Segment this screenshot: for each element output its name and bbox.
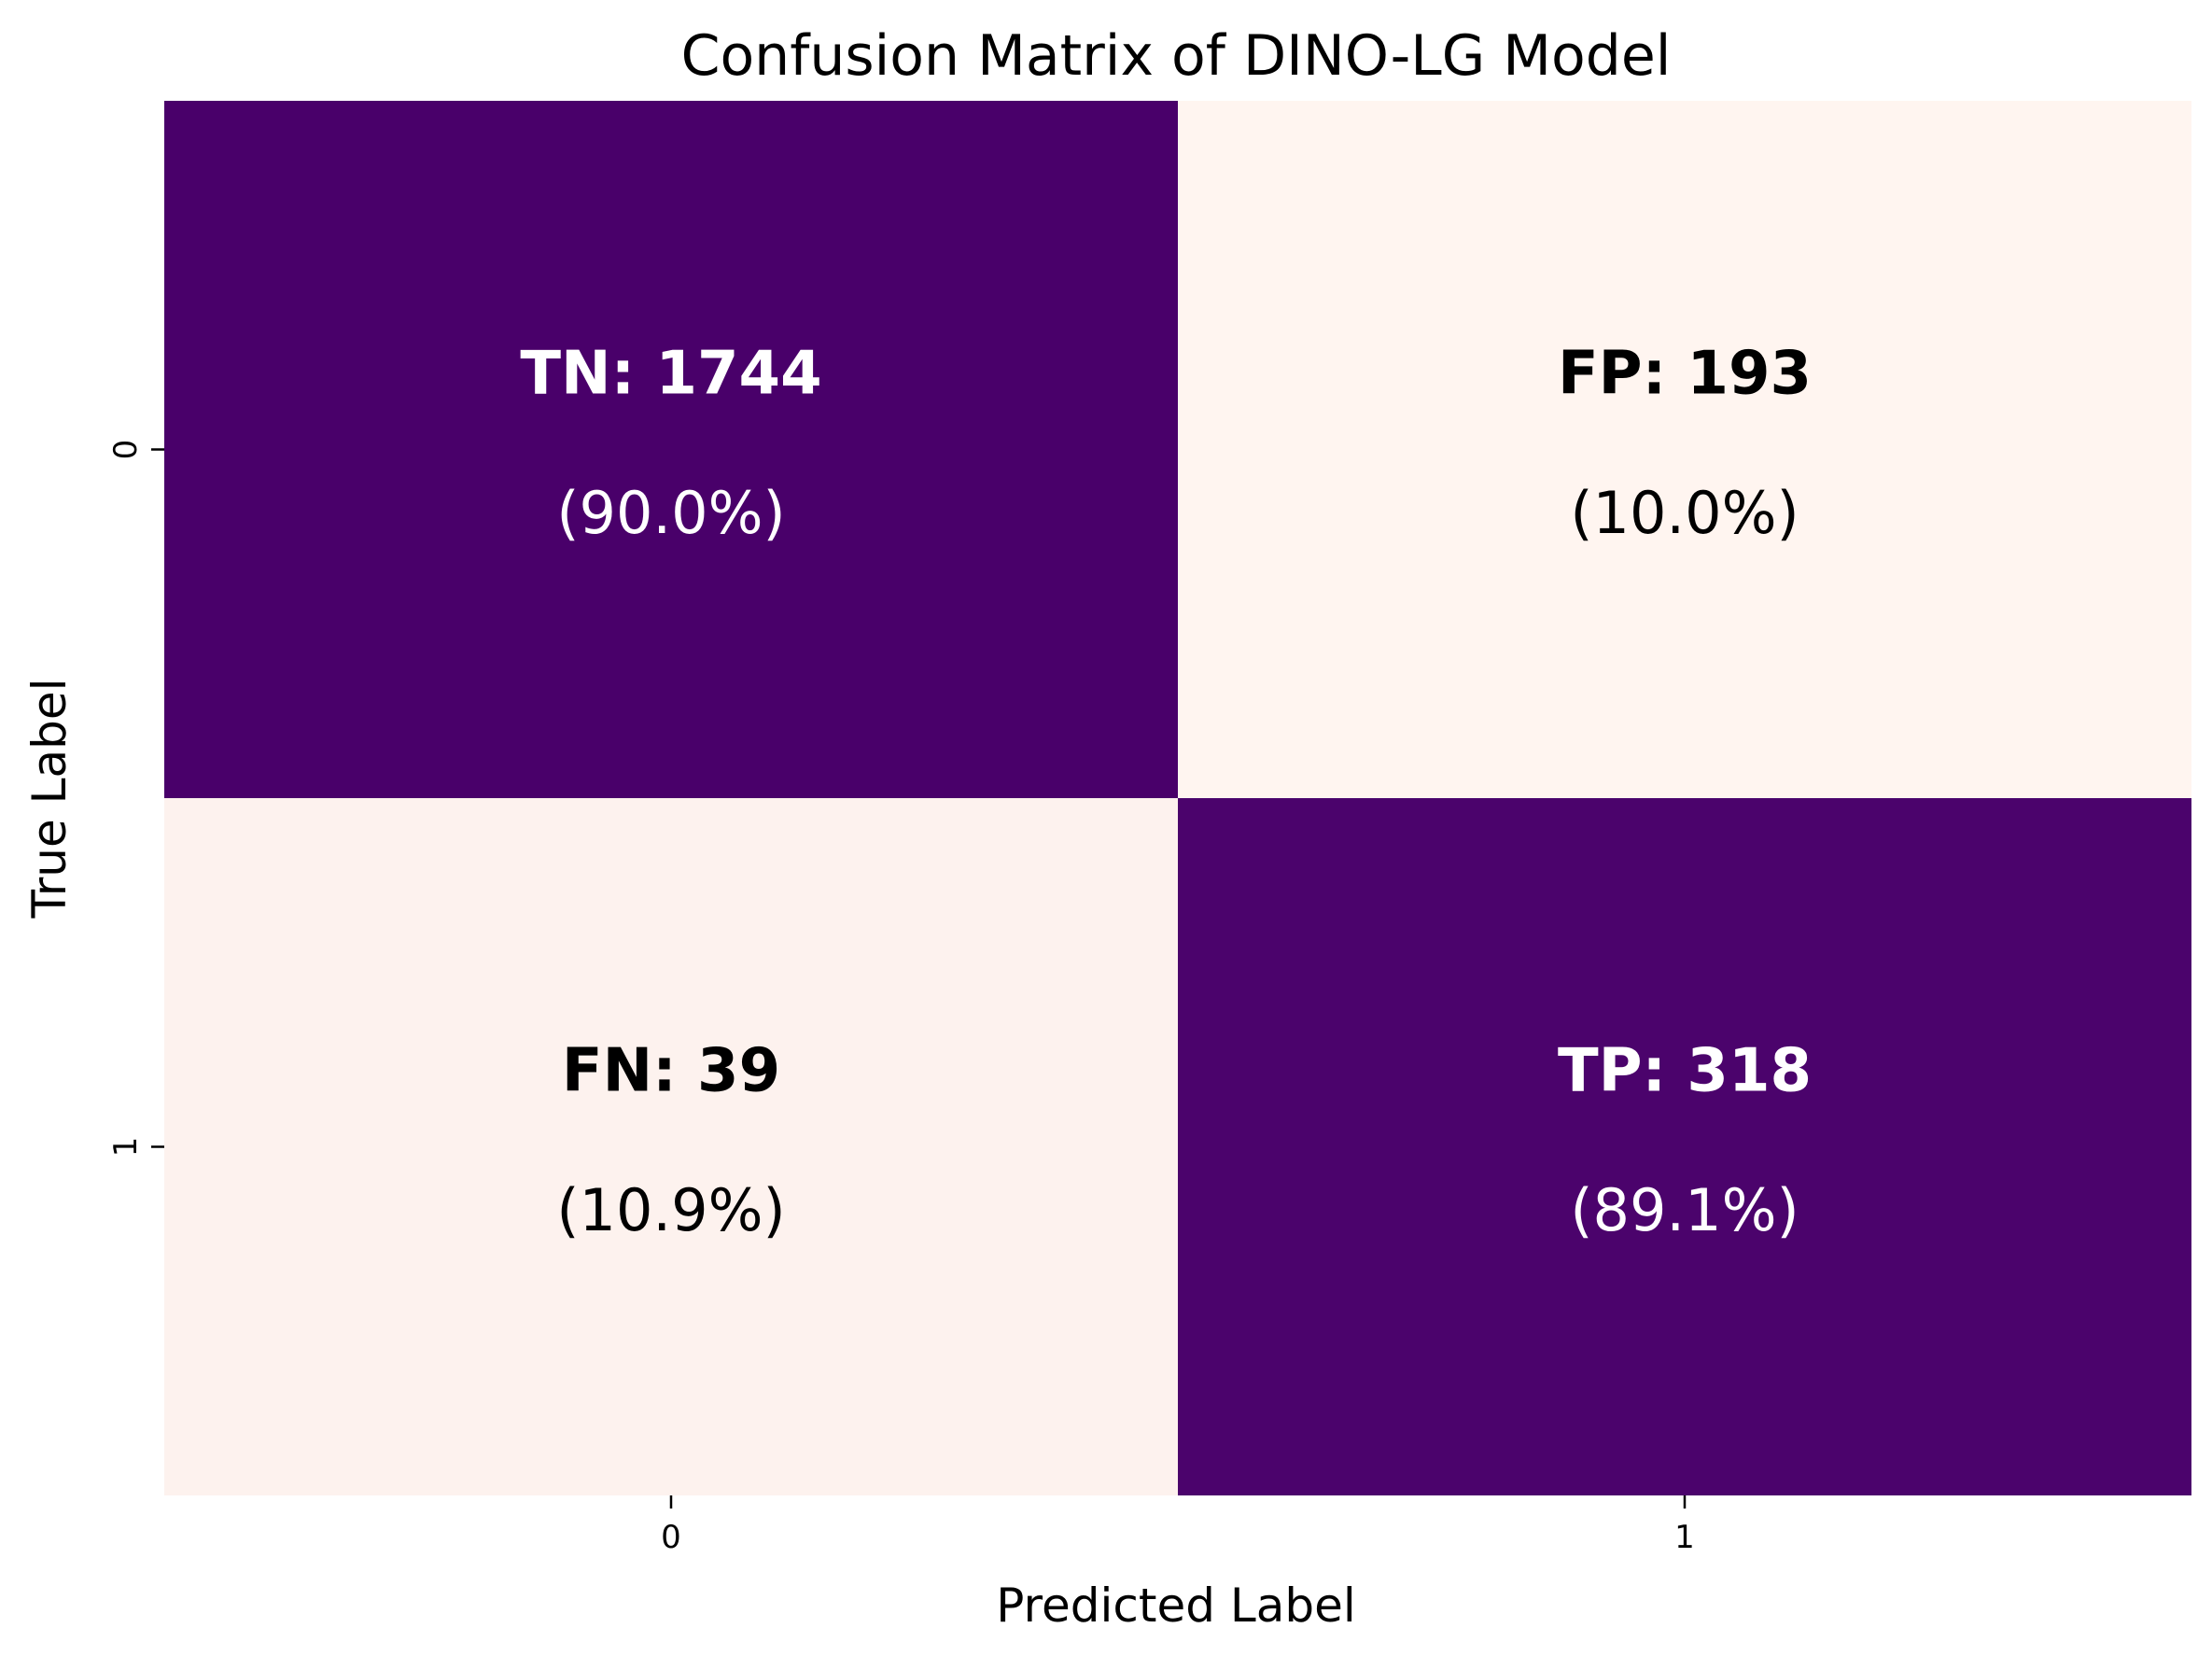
y-axis-ticks: 01: [107, 440, 164, 1158]
cell-percent-label: (10.0%): [1570, 479, 1799, 547]
heatmap-annotations: TN: 1744 (90.0%) FP: 193 (10.0%) FN: 39 (10.9…: [520, 340, 1812, 1244]
cell-percent-label: (10.9%): [556, 1176, 785, 1244]
y-tick-label: 0: [107, 440, 145, 460]
x-tick-label: 1: [1674, 1519, 1695, 1556]
heatmap-cells: [164, 101, 2191, 1495]
heatmap-cell: [164, 798, 1178, 1495]
cell-percent-label: (89.1%): [1570, 1176, 1799, 1244]
cell-count-label: FN: 39: [562, 1037, 780, 1106]
heatmap-cell: [164, 101, 1178, 798]
y-axis-label: True Label: [22, 679, 77, 919]
y-tick-label: 1: [107, 1137, 145, 1158]
cell-count-label: TN: 1744: [520, 340, 821, 409]
chart-title: Confusion Matrix of DINO-LG Model: [681, 23, 1672, 89]
heatmap-cell: [1178, 798, 2191, 1495]
x-tick-label: 0: [661, 1519, 681, 1556]
heatmap-cell: [1178, 101, 2191, 798]
cell-percent-label: (90.0%): [556, 479, 785, 547]
cell-count-label: TP: 318: [1558, 1037, 1812, 1106]
cell-count-label: FP: 193: [1558, 340, 1812, 409]
x-axis-label: Predicted Label: [996, 1579, 1356, 1633]
